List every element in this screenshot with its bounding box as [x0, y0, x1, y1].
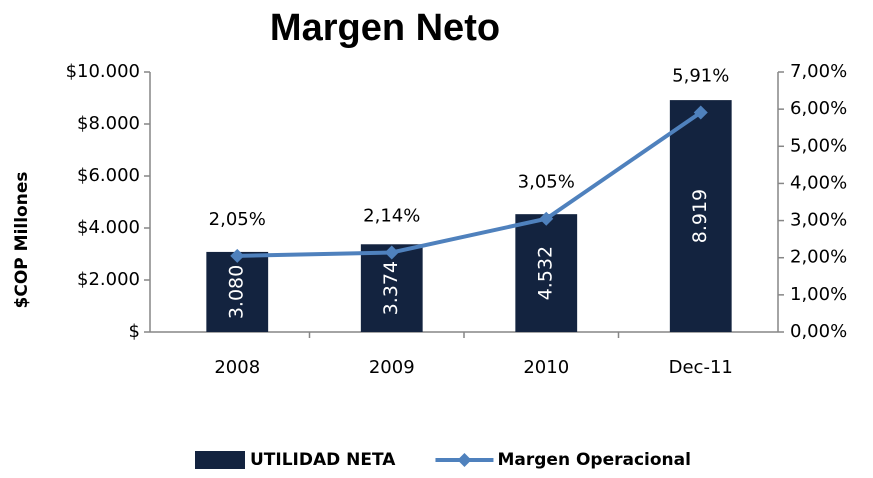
y2-tick-label: 7,00%: [790, 61, 847, 82]
y-axis-title: $COP Millones: [12, 172, 32, 309]
legend-swatch: [195, 451, 245, 469]
line-value-label: 5,91%: [672, 65, 729, 86]
y-tick-label: $8.000: [77, 113, 140, 134]
legend-marker: [457, 453, 472, 467]
line-marker: [693, 105, 708, 120]
line-value-label: 2,14%: [363, 206, 420, 227]
bar-value-label: 8.919: [689, 189, 711, 243]
y2-tick-label: 6,00%: [790, 98, 847, 119]
y-tick-label: $2.000: [77, 269, 140, 290]
x-tick-label: 2010: [523, 357, 569, 378]
chart-title: Margen Neto: [270, 7, 500, 49]
line-value-label: 2,05%: [209, 209, 266, 230]
bar-value-label: 3.374: [380, 261, 402, 315]
legend-label: UTILIDAD NETA: [250, 450, 396, 470]
y2-tick-label: 4,00%: [790, 172, 847, 193]
bar-value-label: 4.532: [535, 246, 557, 300]
x-tick-label: 2008: [214, 357, 260, 378]
bar: [515, 214, 578, 332]
y-tick-label: $10.000: [66, 61, 140, 82]
y-tick-label: $: [129, 321, 140, 342]
y2-tick-label: 1,00%: [790, 284, 847, 305]
y-tick-label: $6.000: [77, 165, 140, 186]
y-tick-label: $4.000: [77, 217, 140, 238]
x-tick-label: 2009: [369, 357, 415, 378]
legend-label: Margen Operacional: [497, 450, 690, 470]
x-tick-label: Dec-11: [669, 357, 733, 378]
y2-tick-label: 5,00%: [790, 135, 847, 156]
line-marker: [384, 245, 399, 260]
y2-tick-label: 0,00%: [790, 321, 847, 342]
legend: UTILIDAD NETA Margen Operacional: [195, 450, 691, 470]
line-marker: [539, 211, 554, 226]
y2-tick-label: 3,00%: [790, 210, 847, 231]
bar: [669, 100, 732, 332]
bar-value-label: 3.080: [226, 265, 248, 319]
bar: [206, 251, 269, 332]
line: [237, 110, 702, 258]
y2-tick-label: 2,00%: [790, 247, 847, 268]
line-marker: [230, 248, 245, 263]
line-value-label: 3,05%: [518, 172, 575, 193]
